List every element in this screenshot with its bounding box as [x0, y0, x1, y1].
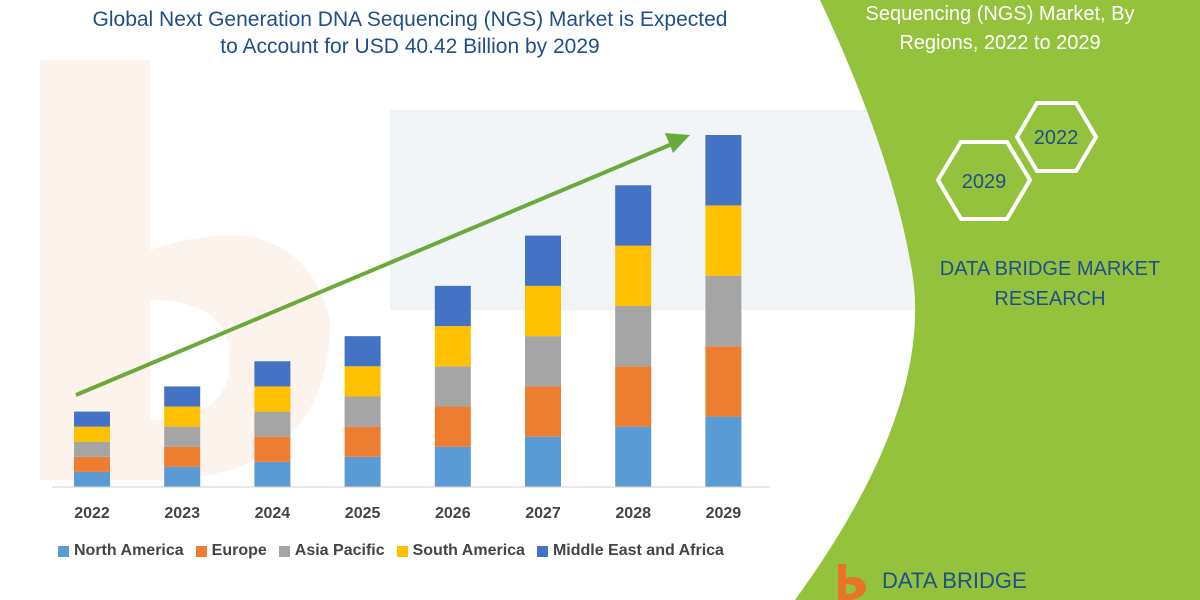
bar-segment-2029-south-america [705, 205, 742, 276]
chart-title-line-2: to Account for USD 40.42 Billion by 2029 [220, 35, 600, 58]
side-panel-title: Sequencing (NGS) Market, By Regions, 202… [800, 0, 1200, 58]
bar-segment-2026-europe [434, 406, 471, 447]
x-tick-label-2023: 2023 [164, 505, 200, 522]
bar-segment-2027-europe [525, 386, 561, 437]
bar-segment-2027-north-america [525, 436, 561, 487]
year-hexagons: 2022 2029 [935, 101, 1099, 221]
bar-segment-2025-south-america [344, 366, 381, 397]
legend: North America Europe Asia Pacific South Ame… [58, 540, 778, 562]
bar-segment-2024-europe [254, 436, 291, 462]
legend-swatch [58, 545, 69, 557]
hexagon-2029-outline [935, 140, 1033, 221]
legend-swatch [195, 545, 207, 557]
bottom-logo-text: DATA BRIDGE [882, 568, 1027, 593]
bar-segment-2028-asia-pacific [615, 305, 652, 367]
bar-segment-2027-middle-east-and-africa [525, 235, 561, 286]
bars-group [74, 135, 742, 487]
legend-label: Europe [211, 542, 267, 559]
bar-segment-2026-north-america [434, 446, 471, 487]
bar-segment-2023-asia-pacific [164, 426, 201, 447]
legend-item-europe: Europe [195, 542, 267, 560]
chart-title: Global Next Generation DNA Sequencing (N… [20, 6, 800, 60]
bar-segment-2028-middle-east-and-africa [615, 185, 652, 246]
legend-item-middle-east-and-africa: Middle East and Africa [536, 542, 724, 560]
legend-item-north-america: North America [58, 542, 184, 560]
bar-segment-2025-asia-pacific [344, 396, 381, 427]
bar-segment-2022-middle-east-and-africa [74, 411, 110, 427]
brand-name-line-1: DATA BRIDGE MARKET [939, 258, 1161, 280]
x-tick-label-2024: 2024 [255, 505, 291, 522]
bar-segment-2023-north-america [164, 466, 201, 487]
bar-segment-2028-south-america [615, 245, 652, 306]
x-axis: 2022 2023 2024 2025 2026 2027 2028 2029 [52, 486, 770, 522]
bar-segment-2022-asia-pacific [74, 441, 110, 457]
data-bridge-logo-icon [838, 564, 866, 600]
bar-segment-2026-asia-pacific [434, 366, 471, 407]
hexagon-2022-outline [1014, 101, 1099, 173]
bar-segment-2024-north-america [254, 461, 291, 487]
trend-arrow-group [75, 133, 690, 397]
legend-swatch [536, 545, 548, 557]
bar-segment-2027-asia-pacific [525, 336, 561, 387]
brand-name: DATA BRIDGE MARKET RESEARCH [900, 254, 1200, 314]
bar-segment-2022-europe [74, 456, 110, 472]
bar-segment-2029-middle-east-and-africa [705, 135, 742, 206]
bar-segment-2024-middle-east-and-africa [254, 361, 291, 387]
legend-item-asia-pacific: Asia Pacific [278, 542, 385, 560]
stacked-bar-chart: 2022 2023 2024 2025 2026 2027 2028 2029 [52, 133, 770, 522]
chart-title-line-1: Global Next Generation DNA Sequencing (N… [92, 8, 728, 31]
x-tick-label-2028: 2028 [615, 505, 651, 522]
legend-label: North America [74, 542, 184, 559]
bar-segment-2023-middle-east-and-africa [164, 386, 201, 407]
bar-segment-2023-europe [164, 446, 201, 467]
x-tick-label-2029: 2029 [706, 505, 742, 522]
legend-swatch [396, 545, 408, 557]
bar-segment-2024-south-america [254, 386, 291, 412]
side-panel-title-line-1: Sequencing (NGS) Market, By [865, 3, 1135, 25]
x-tick-label-2026: 2026 [435, 505, 471, 522]
bar-segment-2025-europe [344, 426, 381, 457]
bar-segment-2026-middle-east-and-africa [434, 285, 471, 327]
legend-label: Asia Pacific [294, 542, 385, 559]
bar-segment-2025-north-america [344, 456, 381, 487]
bar-segment-2022-south-america [74, 426, 110, 442]
bar-segment-2023-south-america [164, 406, 201, 427]
bar-segment-2024-asia-pacific [254, 411, 291, 437]
bar-segment-2029-europe [705, 346, 742, 417]
trend-arrow-line [75, 142, 673, 397]
bar-segment-2029-north-america [705, 416, 742, 487]
legend-label: Middle East and Africa [552, 542, 724, 559]
legend-item-south-america: South America [396, 542, 525, 560]
green-panel [795, 0, 1200, 600]
trend-arrow-head [665, 133, 690, 153]
x-tick-label-2027: 2027 [525, 505, 561, 522]
hexagon-2022-label: 2022 [1034, 127, 1079, 149]
bar-segment-2022-north-america [74, 471, 110, 487]
bottom-logo: DATA BRIDGE [832, 562, 1052, 600]
legend-swatch [278, 545, 290, 557]
hexagon-2029-label: 2029 [962, 171, 1007, 193]
side-panel-title-line-2: Regions, 2022 to 2029 [899, 32, 1101, 54]
bar-segment-2026-south-america [434, 326, 471, 367]
bar-segment-2027-south-america [525, 285, 561, 337]
legend-label: South America [412, 542, 525, 559]
bar-segment-2028-north-america [615, 426, 652, 487]
bar-segment-2029-asia-pacific [705, 275, 742, 347]
bar-segment-2025-middle-east-and-africa [344, 336, 381, 367]
x-tick-label-2022: 2022 [74, 505, 110, 522]
brand-name-line-2: RESEARCH [994, 288, 1106, 310]
x-tick-label-2025: 2025 [345, 505, 381, 522]
bar-segment-2028-europe [615, 366, 652, 427]
